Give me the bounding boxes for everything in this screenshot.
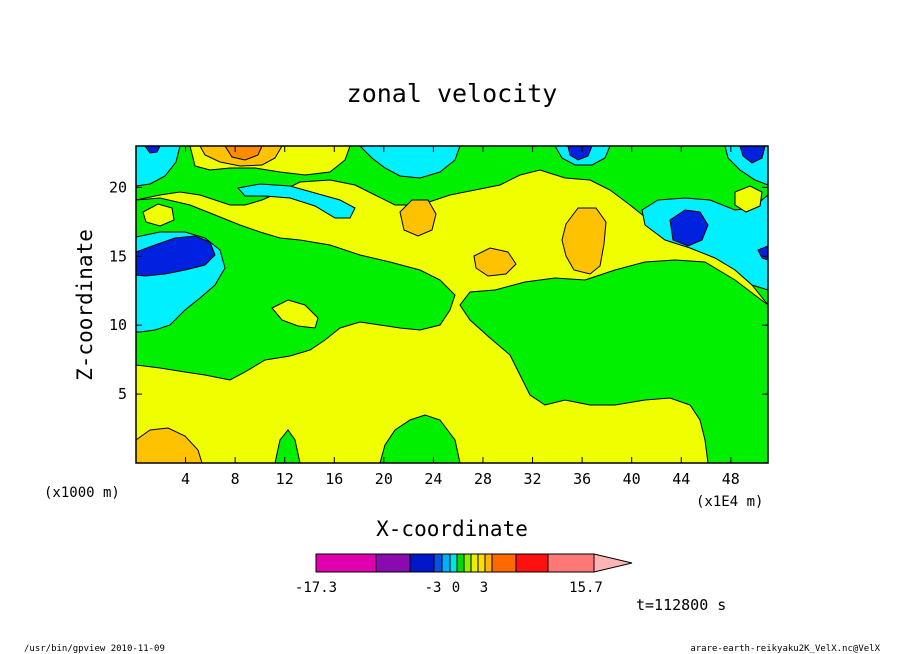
region-orange-island-1 — [399, 199, 437, 237]
region-orange-island-2 — [473, 247, 517, 277]
region-yellow-mid-island — [271, 299, 319, 329]
colorbar-tick-label: 3 — [480, 580, 488, 596]
colorbar-segment — [491, 553, 517, 573]
x-axis: 4 8 12 16 20 24 28 32 36 40 44 48 — [181, 146, 740, 488]
y-tick-label: 10 — [109, 316, 127, 334]
colorbar-min-label: -17.3 — [295, 580, 337, 596]
x-tick-label: 48 — [722, 470, 740, 488]
colorbar — [315, 553, 633, 573]
colorbar-segment — [477, 553, 486, 573]
region-yellow-right-island — [734, 185, 763, 213]
region-blue-tl — [144, 146, 161, 154]
colorbar-max-label: 15.7 — [569, 580, 603, 596]
region-cyan-tl — [136, 146, 181, 187]
x-tick-label: 12 — [276, 470, 294, 488]
x-tick-label: 28 — [474, 470, 492, 488]
colorbar-segment — [441, 553, 451, 573]
colorbar-segment — [463, 553, 472, 573]
y-axis: 5 10 15 20 — [109, 178, 768, 403]
x-tick-label: 24 — [424, 470, 442, 488]
x-tick-label: 44 — [672, 470, 690, 488]
colorbar-segment — [409, 553, 435, 573]
x-tick-label: 16 — [325, 470, 343, 488]
colorbar-tick-label: -3 — [425, 580, 442, 596]
region-blue-corner — [739, 146, 766, 164]
region-green-right-lower — [459, 259, 768, 463]
footer-left: /usr/bin/gpview 2010-11-09 — [24, 644, 165, 654]
region-blue-right — [669, 209, 709, 247]
x-tick-label: 32 — [524, 470, 542, 488]
region-blue-left — [136, 235, 216, 277]
x-tick-label: 36 — [573, 470, 591, 488]
region-green-lower — [379, 414, 461, 463]
x-tick-label: 8 — [231, 470, 240, 488]
y-unit-note: (x1000 m) — [44, 485, 120, 501]
x-tick-label: 4 — [181, 470, 190, 488]
region-orange-bottom-left — [136, 427, 203, 463]
y-tick-label: 5 — [118, 385, 127, 403]
x-tick-label: 20 — [375, 470, 393, 488]
region-dark-orange-top — [224, 146, 263, 161]
region-cyan-blob — [237, 183, 356, 219]
colorbar-segment — [375, 553, 411, 573]
y-tick-label: 15 — [109, 247, 127, 265]
x-tick-label: 40 — [623, 470, 641, 488]
region-green-left — [136, 197, 456, 381]
region-blue-top-right — [567, 146, 593, 161]
colorbar-segment — [470, 553, 479, 573]
colorbar-segment — [547, 553, 595, 573]
colorbar-segment — [315, 553, 377, 573]
colorbar-tick-label: 0 — [452, 580, 460, 596]
time-label: t=112800 s — [636, 596, 726, 614]
colorbar-arrow — [593, 553, 633, 573]
plot-frame — [135, 145, 769, 464]
colorbar-segment — [484, 553, 493, 573]
plot-area — [136, 146, 768, 463]
y-axis-label: Z-coordinate — [73, 229, 97, 381]
colorbar-segment — [433, 553, 443, 573]
colorbar-segment — [515, 553, 549, 573]
x-axis-label: X-coordinate — [376, 517, 528, 541]
colorbar-segment — [456, 553, 465, 573]
colorbar-segment — [449, 553, 458, 573]
region-orange-island-3 — [561, 207, 607, 275]
region-green-finger — [274, 429, 301, 463]
y-tick-label: 20 — [109, 178, 127, 196]
x-unit-note: (x1E4 m) — [696, 494, 763, 510]
chart-title: zonal velocity — [347, 79, 558, 108]
region-yellow-left-island — [142, 203, 175, 227]
region-cyan-top — [359, 146, 461, 179]
footer-right: arare-earth-reikyaku2K_VelX.nc@VelX — [690, 644, 880, 654]
